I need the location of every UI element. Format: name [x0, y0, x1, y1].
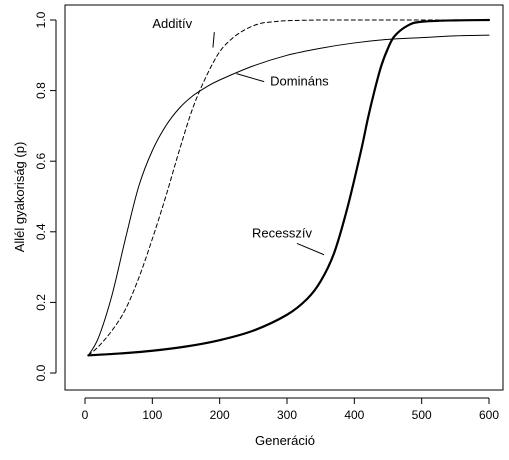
y-tick-label: 0.2: [34, 294, 48, 311]
annotation-layer: Additív Domináns Recesszív: [152, 16, 329, 256]
y-tick-label: 0.8: [34, 82, 48, 99]
x-tick-label: 400: [344, 408, 364, 422]
y-tick-label: 0.0: [34, 364, 48, 381]
series-line-recessz-v: [87, 18, 491, 357]
x-axis-label: Generáció: [255, 433, 315, 448]
series-layer: [87, 18, 491, 357]
annotation-label: Recesszív: [252, 225, 312, 240]
x-tick-label: 200: [210, 408, 230, 422]
y-tick-label: 0.4: [34, 223, 48, 240]
series-line-domin-ns: [87, 34, 490, 356]
x-tick-label: 600: [479, 408, 499, 422]
annotation-label: Additív: [152, 16, 192, 31]
x-tick-label: 0: [82, 408, 89, 422]
annotation-leader: [212, 32, 215, 48]
annotation-leader: [296, 242, 325, 256]
x-tick-label: 500: [412, 408, 432, 422]
plot-frame: [64, 4, 504, 391]
y-tick-label: 0.6: [34, 153, 48, 170]
series-line-addit-v: [87, 19, 490, 356]
y-axis: 0.0 0.2 0.4 0.6 0.8 1.0: [34, 11, 57, 381]
x-tick-label: 300: [277, 408, 297, 422]
x-axis: 0 100 200 300 400 500 600: [82, 397, 499, 422]
annotation-leader: [236, 73, 265, 83]
annotation-label: Domináns: [270, 74, 329, 89]
x-tick-label: 100: [142, 408, 162, 422]
y-axis-label: Allél gyakoriság (p): [12, 142, 27, 253]
y-tick-label: 1.0: [34, 11, 48, 28]
